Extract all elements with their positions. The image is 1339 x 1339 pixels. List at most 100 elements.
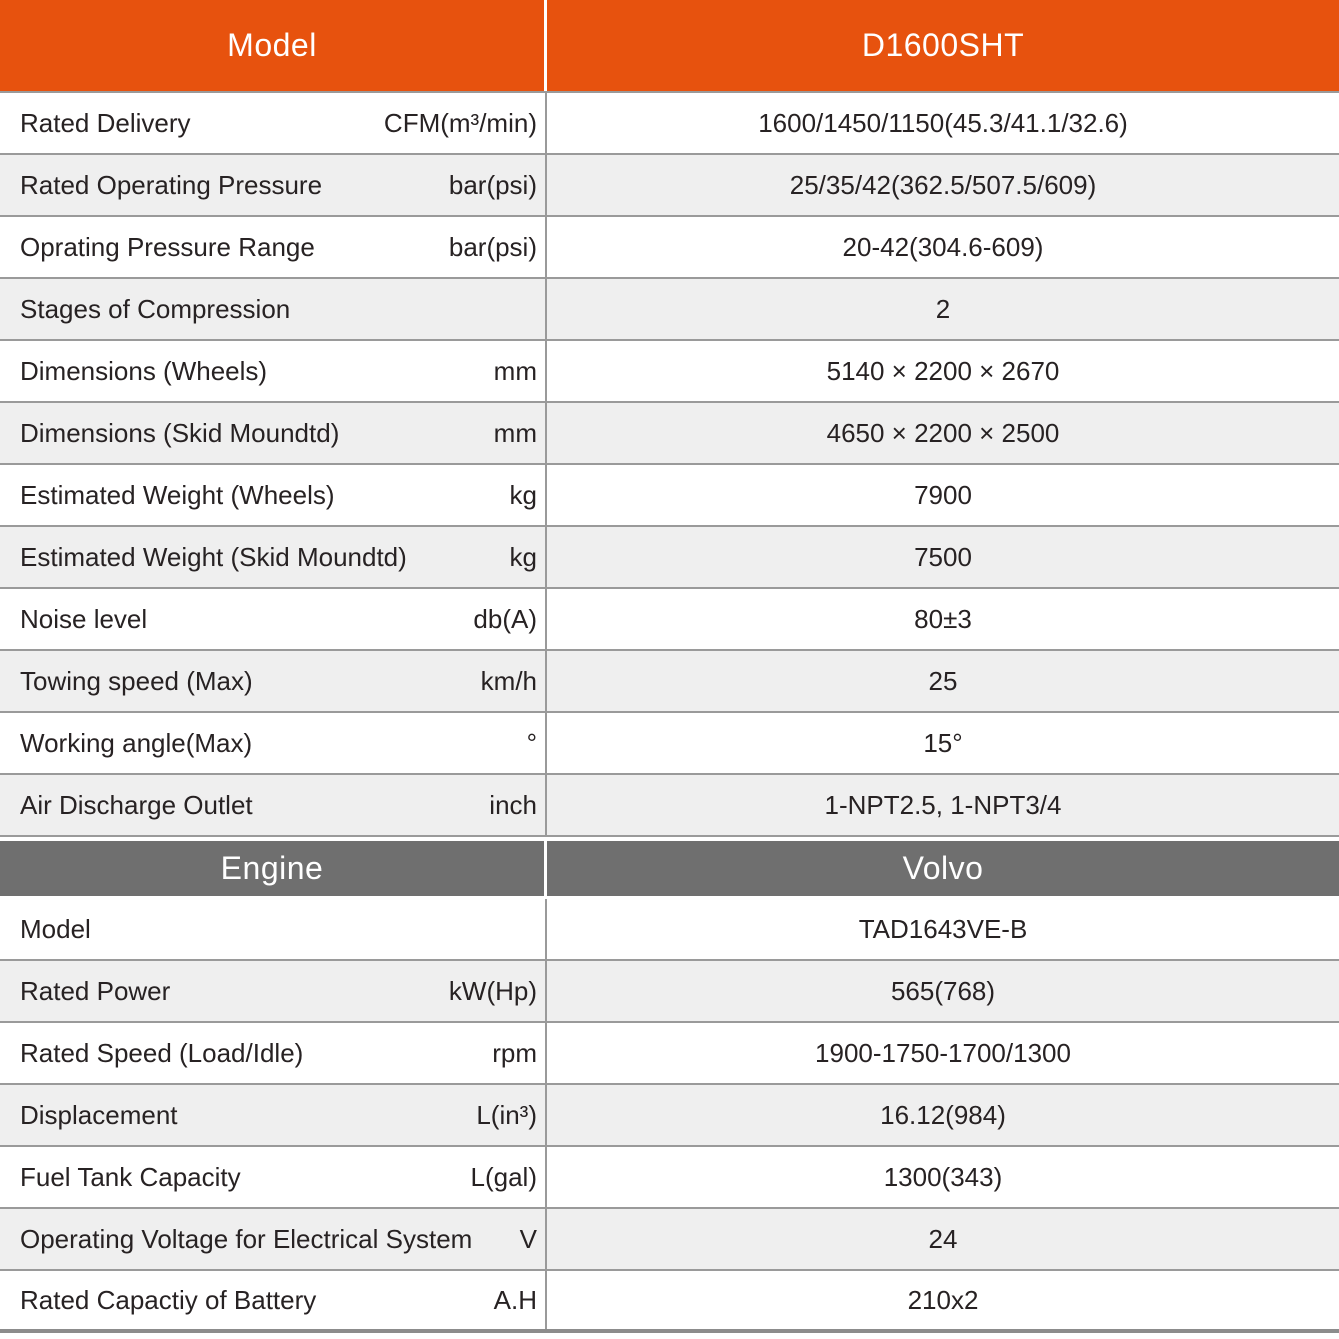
spec-unit: bar(psi) (448, 231, 537, 262)
spec-unit: L(in³) (476, 1099, 537, 1130)
spec-label-cell: Working angle(Max) ° (0, 713, 547, 773)
spec-value: 7500 (914, 541, 972, 572)
spec-value-cell: 565(768) (547, 961, 1339, 1021)
spec-value: 7900 (914, 479, 972, 510)
table-row: Rated Capactiy of Battery A.H 210x2 (0, 1271, 1339, 1333)
table-row: Rated Operating Pressure bar(psi) 25/35/… (0, 155, 1339, 217)
spec-value-cell: 4650 × 2200 × 2500 (547, 403, 1339, 463)
spec-unit: rpm (492, 1037, 537, 1068)
table-row: Noise level db(A) 80±3 (0, 589, 1339, 651)
spec-label: Fuel Tank Capacity (20, 1161, 241, 1192)
spec-value: 20-42(304.6-609) (842, 231, 1044, 262)
spec-label-cell: Model (0, 899, 547, 959)
spec-label-cell: Rated Operating Pressure bar(psi) (0, 155, 547, 215)
spec-label: Model (20, 913, 91, 944)
table-row: Oprating Pressure Range bar(psi) 20-42(3… (0, 217, 1339, 279)
spec-label: Dimensions (Skid Moundtd) (20, 417, 340, 448)
spec-label-cell: Dimensions (Skid Moundtd) mm (0, 403, 547, 463)
spec-label: Working angle(Max) (20, 727, 253, 758)
spec-value: 24 (928, 1223, 958, 1254)
spec-unit: A.H (493, 1284, 537, 1315)
spec-label: Rated Speed (Load/Idle) (20, 1037, 304, 1068)
spec-value-cell: 2 (547, 279, 1339, 339)
spec-value: 565(768) (890, 975, 996, 1006)
spec-value-cell: TAD1643VE-B (547, 899, 1339, 959)
spec-unit: kg (509, 479, 537, 510)
spec-label: Displacement (20, 1099, 178, 1130)
spec-value: 1600/1450/1150(45.3/41.1/32.6) (758, 107, 1128, 138)
engine-spec-section: Model TAD1643VE-B Rated Power kW(Hp) 565… (0, 899, 1339, 1333)
table-row: Model TAD1643VE-B (0, 899, 1339, 961)
spec-value-cell: 1-NPT2.5, 1-NPT3/4 (547, 775, 1339, 835)
spec-value: 2 (935, 293, 951, 324)
table-row: Rated Power kW(Hp) 565(768) (0, 961, 1339, 1023)
table-row: Rated Speed (Load/Idle) rpm 1900-1750-17… (0, 1023, 1339, 1085)
spec-value-cell: 7500 (547, 527, 1339, 587)
spec-unit: ° (526, 727, 537, 758)
spec-value-cell: 210x2 (547, 1271, 1339, 1329)
spec-label: Operating Voltage for Electrical System (20, 1223, 473, 1254)
engine-header-label: Engine (0, 841, 547, 896)
spec-value-cell: 1900-1750-1700/1300 (547, 1023, 1339, 1083)
spec-label-cell: Towing speed (Max) km/h (0, 651, 547, 711)
spec-value: TAD1643VE-B (858, 913, 1028, 944)
spec-value-cell: 5140 × 2200 × 2670 (547, 341, 1339, 401)
spec-value: 210x2 (907, 1284, 979, 1315)
compressor-spec-section: Rated Delivery CFM(m³/min) 1600/1450/115… (0, 93, 1339, 837)
spec-value: 80±3 (914, 603, 972, 634)
table-row: Dimensions (Wheels) mm 5140 × 2200 × 267… (0, 341, 1339, 403)
spec-value: 4650 × 2200 × 2500 (826, 417, 1060, 448)
spec-label-cell: Rated Capactiy of Battery A.H (0, 1271, 547, 1329)
spec-label: Rated Operating Pressure (20, 169, 323, 200)
spec-unit: CFM(m³/min) (383, 107, 537, 138)
table-row: Rated Delivery CFM(m³/min) 1600/1450/115… (0, 93, 1339, 155)
spec-value-cell: 1300(343) (547, 1147, 1339, 1207)
spec-unit: kg (509, 541, 537, 572)
table-row: Dimensions (Skid Moundtd) mm 4650 × 2200… (0, 403, 1339, 465)
spec-unit: V (519, 1223, 537, 1254)
spec-unit: db(A) (473, 603, 537, 634)
spec-label-cell: Displacement L(in³) (0, 1085, 547, 1145)
spec-label: Estimated Weight (Wheels) (20, 479, 335, 510)
spec-unit: mm (493, 417, 537, 448)
spec-value-cell: 7900 (547, 465, 1339, 525)
spec-label: Dimensions (Wheels) (20, 355, 268, 386)
spec-label: Noise level (20, 603, 148, 634)
spec-label: Rated Delivery (20, 107, 191, 138)
spec-label-cell: Rated Speed (Load/Idle) rpm (0, 1023, 547, 1083)
spec-value-cell: 20-42(304.6-609) (547, 217, 1339, 277)
spec-label-cell: Estimated Weight (Skid Moundtd) kg (0, 527, 547, 587)
table-row: Stages of Compression 2 (0, 279, 1339, 341)
table-row: Estimated Weight (Wheels) kg 7900 (0, 465, 1339, 527)
spec-unit: inch (489, 789, 537, 820)
spec-value-cell: 16.12(984) (547, 1085, 1339, 1145)
spec-value: 1-NPT2.5, 1-NPT3/4 (824, 789, 1062, 820)
spec-value-cell: 25/35/42(362.5/507.5/609) (547, 155, 1339, 215)
spec-value-cell: 15° (547, 713, 1339, 773)
spec-label-cell: Oprating Pressure Range bar(psi) (0, 217, 547, 277)
spec-label: Rated Capactiy of Battery (20, 1284, 317, 1315)
table-row: Operating Voltage for Electrical System … (0, 1209, 1339, 1271)
model-header-row: Model D1600SHT (0, 0, 1339, 93)
spec-value: 1900-1750-1700/1300 (815, 1037, 1071, 1068)
engine-header-row: Engine Volvo (0, 837, 1339, 899)
spec-label-cell: Rated Power kW(Hp) (0, 961, 547, 1021)
spec-unit: mm (493, 355, 537, 386)
spec-value-cell: 80±3 (547, 589, 1339, 649)
table-row: Working angle(Max) ° 15° (0, 713, 1339, 775)
spec-label: Towing speed (Max) (20, 665, 253, 696)
spec-label-cell: Dimensions (Wheels) mm (0, 341, 547, 401)
spec-label-cell: Fuel Tank Capacity L(gal) (0, 1147, 547, 1207)
spec-unit: km/h (480, 665, 537, 696)
spec-label-cell: Noise level db(A) (0, 589, 547, 649)
table-row: Displacement L(in³) 16.12(984) (0, 1085, 1339, 1147)
spec-value: 25/35/42(362.5/507.5/609) (789, 169, 1097, 200)
table-row: Towing speed (Max) km/h 25 (0, 651, 1339, 713)
spec-label-cell: Stages of Compression (0, 279, 547, 339)
spec-unit: bar(psi) (448, 169, 537, 200)
spec-label: Estimated Weight (Skid Moundtd) (20, 541, 407, 572)
spec-value: 1300(343) (883, 1161, 1003, 1192)
table-row: Fuel Tank Capacity L(gal) 1300(343) (0, 1147, 1339, 1209)
spec-value: 15° (923, 727, 963, 758)
